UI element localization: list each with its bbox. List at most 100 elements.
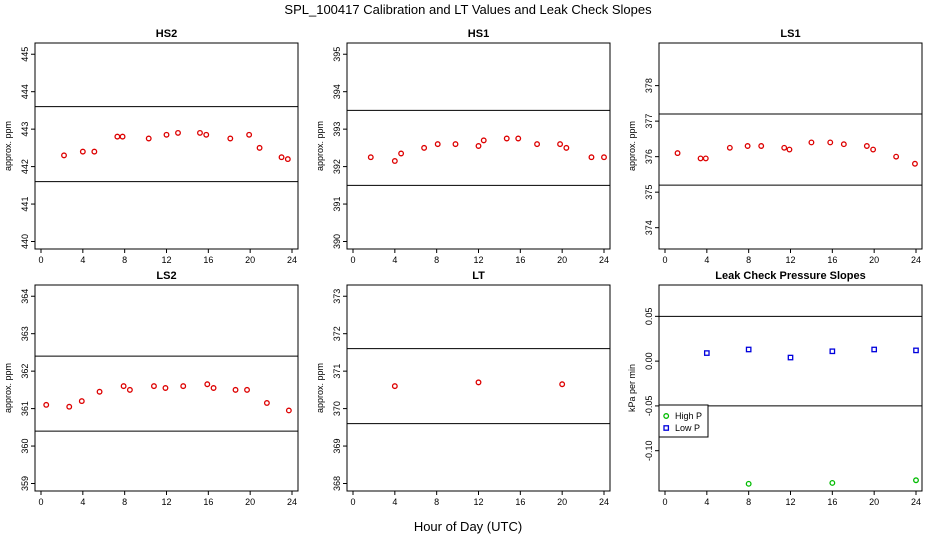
x-tick-label: 8 (122, 255, 127, 265)
data-point (145, 135, 152, 142)
data-point (840, 141, 847, 148)
data-point (180, 383, 187, 390)
x-tick-label: 24 (599, 255, 609, 265)
y-axis-label: approx. ppm (315, 363, 325, 413)
data-point (515, 135, 522, 142)
data-point (534, 141, 541, 148)
y-tick-label: 376 (644, 149, 654, 164)
x-tick-label: 4 (392, 497, 397, 507)
data-point (96, 388, 103, 395)
figure-xlabel: Hour of Day (UTC) (414, 519, 522, 534)
y-tick-label: 364 (20, 289, 30, 304)
panel-lt: LT 0 4 8 12 16 20 24 368 369 370 371 372 373 approx. p… (315, 270, 611, 507)
y-tick-label: 372 (332, 326, 342, 341)
data-point (114, 133, 121, 140)
y-tick-label: 392 (332, 159, 342, 174)
data-point (559, 381, 566, 388)
y-tick-label: 391 (332, 197, 342, 212)
data-point (726, 144, 733, 151)
figure-title: SPL_100417 Calibration and LT Values and… (284, 2, 652, 17)
panel-title: LS2 (156, 270, 176, 282)
data-point-low-p (829, 348, 836, 355)
data-point (588, 154, 595, 161)
data-point (150, 383, 157, 390)
data-point (120, 383, 127, 390)
panel-title: LT (472, 270, 485, 282)
y-tick-label: 441 (20, 197, 30, 212)
x-tick-label: 16 (515, 497, 525, 507)
x-tick-label: 0 (350, 255, 355, 265)
data-point (197, 129, 203, 136)
panel-ls1: LS1 0 4 8 12 16 20 24 374 375 376 377 378 approx. ppm (627, 28, 923, 265)
y-tick-label: 362 (20, 364, 30, 379)
x-tick-label: 0 (38, 497, 43, 507)
data-point (601, 154, 607, 161)
x-tick-label: 24 (911, 255, 921, 265)
x-tick-label: 12 (161, 255, 171, 265)
data-point (162, 385, 169, 391)
y-tick-label: 363 (20, 326, 30, 341)
data-point-low-p (703, 350, 710, 356)
legend-label-high-p: High P (675, 411, 702, 421)
data-point (79, 148, 86, 155)
data-point (43, 401, 50, 408)
data-point (204, 381, 211, 388)
data-point (808, 139, 815, 146)
panel-title: HS2 (156, 28, 177, 40)
data-point (126, 386, 133, 393)
x-tick-label: 24 (287, 255, 297, 265)
y-tick-label: 395 (332, 47, 342, 62)
x-tick-label: 20 (869, 255, 879, 265)
data-point (480, 137, 487, 144)
x-tick-label: 20 (245, 255, 255, 265)
x-tick-label: 0 (38, 255, 43, 265)
y-axis-label: approx. ppm (3, 121, 13, 171)
y-tick-label: 444 (20, 84, 30, 99)
data-point (870, 146, 877, 153)
data-point (367, 154, 374, 161)
data-point (246, 131, 253, 138)
y-tick-label: 393 (332, 122, 342, 137)
y-tick-label: 369 (332, 439, 342, 454)
y-tick-label: 394 (332, 84, 342, 99)
y-tick-label: 390 (332, 234, 342, 249)
x-tick-label: 4 (80, 255, 85, 265)
x-tick-label: 8 (434, 497, 439, 507)
y-tick-label: 360 (20, 439, 30, 454)
x-tick-label: 0 (662, 255, 667, 265)
x-tick-label: 8 (746, 255, 751, 265)
y-tick-label: 371 (332, 364, 342, 379)
y-axis-label: kPa per min (627, 364, 637, 412)
data-point (563, 144, 570, 151)
y-axis-label: approx. ppm (627, 121, 637, 171)
data-point (781, 144, 788, 151)
data-point-low-p (871, 346, 878, 353)
data-point-low-p (787, 354, 794, 361)
x-tick-label: 20 (557, 497, 567, 507)
legend-box (658, 404, 709, 438)
x-tick-label: 12 (785, 497, 795, 507)
data-point (278, 154, 285, 161)
data-point (912, 160, 918, 167)
data-point-low-p (913, 347, 919, 354)
legend-marker-high-p (663, 413, 670, 419)
x-tick-label: 0 (662, 497, 667, 507)
panel-leak-check-pressure-slopes: Leak Check Pressure Slopes 0 4 8 12 16 20 24 -0.… (627, 270, 923, 507)
panel-title: HS1 (468, 28, 489, 40)
data-point (175, 129, 181, 136)
y-tick-label: -0.10 (644, 440, 654, 461)
panel-hs2: HS2 0 4 8 12 16 20 24 440 441 442 443 444 445 approx. … (3, 28, 299, 265)
y-tick-label: 0.00 (644, 352, 654, 370)
x-tick-label: 20 (245, 497, 255, 507)
data-point (263, 400, 270, 406)
data-point (285, 407, 292, 414)
x-tick-label: 4 (392, 255, 397, 265)
x-tick-label: 16 (203, 255, 213, 265)
data-point (674, 150, 681, 157)
data-point (61, 152, 67, 159)
x-tick-label: 24 (287, 497, 297, 507)
y-tick-label: 377 (644, 114, 654, 129)
data-point (758, 143, 765, 149)
plot-frame (346, 284, 611, 492)
